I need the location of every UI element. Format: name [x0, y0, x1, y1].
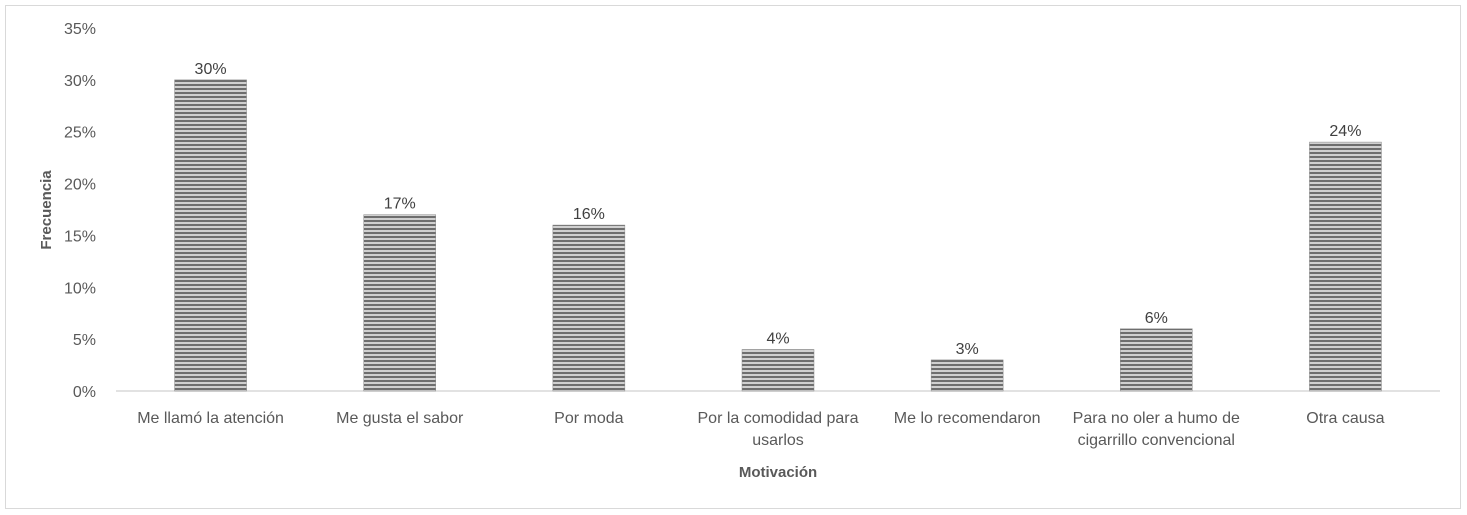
bar	[1309, 141, 1382, 392]
data-label: 30%	[195, 61, 227, 78]
data-label: 16%	[573, 206, 605, 223]
y-tick-label: 10%	[64, 280, 96, 297]
bar	[363, 214, 436, 392]
bar	[1120, 328, 1193, 392]
chart-border	[5, 5, 1461, 509]
x-tick-label: usarlos	[752, 432, 804, 449]
bar	[930, 359, 1004, 392]
bar	[552, 224, 626, 392]
x-axis-title: Motivación	[739, 464, 817, 481]
y-tick-label: 25%	[64, 125, 96, 142]
y-tick-label: 0%	[73, 384, 96, 401]
y-tick-label: 35%	[64, 21, 96, 38]
y-tick-label: 5%	[73, 332, 96, 349]
x-tick-label: Me llamó la atención	[137, 410, 284, 427]
data-label: 6%	[1145, 310, 1168, 327]
data-label: 24%	[1329, 123, 1361, 140]
bar	[741, 349, 815, 392]
data-label: 4%	[766, 331, 789, 348]
x-tick-label: Me gusta el sabor	[336, 410, 464, 427]
y-tick-label: 15%	[64, 228, 96, 245]
x-tick-label: Por la comodidad para	[698, 410, 859, 427]
data-label: 17%	[384, 196, 416, 213]
x-tick-label: Otra causa	[1306, 410, 1384, 427]
data-label: 3%	[956, 341, 979, 358]
y-tick-label: 20%	[64, 177, 96, 194]
y-tick-label: 30%	[64, 73, 96, 90]
x-tick-label: Me lo recomendaron	[894, 410, 1041, 427]
bar	[174, 79, 247, 392]
x-tick-label: Por moda	[554, 410, 623, 427]
y-axis-title: Frecuencia	[38, 170, 55, 250]
x-tick-label: Para no oler a humo de	[1073, 410, 1240, 427]
x-tick-label: cigarrillo convencional	[1078, 432, 1235, 449]
